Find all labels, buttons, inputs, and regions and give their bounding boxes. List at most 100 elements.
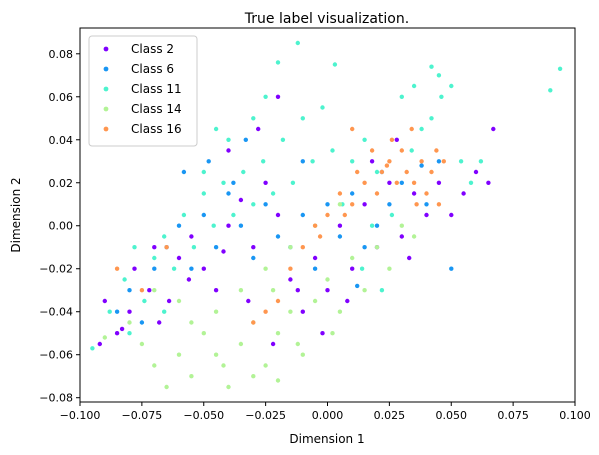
point-class-1 bbox=[231, 180, 236, 185]
point-class-2 bbox=[171, 266, 177, 271]
point-class-2 bbox=[127, 331, 132, 336]
point-class-1 bbox=[226, 191, 231, 196]
point-class-4 bbox=[389, 137, 395, 142]
point-class-0 bbox=[325, 288, 330, 293]
point-class-4 bbox=[411, 180, 417, 185]
point-class-4 bbox=[404, 169, 409, 175]
point-class-2 bbox=[122, 277, 127, 282]
point-class-2 bbox=[557, 66, 563, 72]
x-tick-label: −0.025 bbox=[245, 409, 286, 422]
x-axis-label: Dimension 1 bbox=[289, 432, 364, 446]
point-class-4 bbox=[362, 180, 367, 185]
point-class-2 bbox=[211, 223, 216, 228]
point-class-1 bbox=[152, 266, 157, 271]
y-tick-label: 0.06 bbox=[49, 91, 74, 104]
point-class-2 bbox=[191, 245, 197, 250]
point-class-3 bbox=[102, 335, 108, 340]
point-class-0 bbox=[424, 212, 429, 218]
point-class-2 bbox=[263, 94, 268, 100]
point-class-0 bbox=[147, 288, 152, 293]
point-class-0 bbox=[461, 191, 466, 196]
point-class-2 bbox=[181, 212, 187, 218]
point-class-1 bbox=[325, 202, 330, 207]
point-class-3 bbox=[226, 384, 231, 390]
point-class-4 bbox=[394, 180, 399, 185]
x-tick-label: 0.050 bbox=[436, 409, 468, 422]
point-class-4 bbox=[317, 234, 323, 239]
point-class-0 bbox=[166, 298, 172, 304]
legend: Class 2 Class 6 Class 11 Class 14 Class 16 bbox=[88, 35, 198, 147]
point-class-3 bbox=[251, 374, 256, 379]
point-class-2 bbox=[429, 116, 434, 121]
point-class-1 bbox=[399, 180, 404, 185]
point-class-4 bbox=[399, 148, 404, 153]
legend-marker bbox=[103, 106, 109, 112]
point-class-2 bbox=[300, 116, 305, 121]
point-class-1 bbox=[251, 255, 256, 261]
point-class-0 bbox=[295, 288, 300, 293]
legend-box bbox=[88, 35, 198, 147]
point-class-3 bbox=[238, 341, 244, 347]
point-class-0 bbox=[288, 277, 293, 282]
point-class-2 bbox=[409, 148, 414, 153]
x-tick-label: −0.050 bbox=[183, 409, 224, 422]
point-class-1 bbox=[114, 309, 120, 314]
point-class-0 bbox=[152, 245, 157, 250]
point-class-1 bbox=[350, 191, 355, 196]
point-class-2 bbox=[332, 62, 338, 67]
point-class-3 bbox=[152, 363, 157, 368]
point-class-1 bbox=[206, 159, 211, 164]
point-class-1 bbox=[374, 223, 380, 228]
point-class-3 bbox=[164, 384, 169, 390]
point-class-3 bbox=[176, 298, 182, 304]
point-class-1 bbox=[424, 202, 429, 207]
point-class-3 bbox=[152, 288, 157, 293]
point-class-2 bbox=[226, 137, 231, 142]
point-class-4 bbox=[384, 163, 390, 168]
point-class-3 bbox=[387, 266, 392, 271]
point-class-0 bbox=[436, 180, 442, 185]
y-axis-label: Dimension 2 bbox=[9, 177, 23, 252]
point-class-2 bbox=[429, 64, 434, 69]
point-class-0 bbox=[102, 298, 108, 304]
point-class-4 bbox=[251, 320, 256, 325]
point-class-4 bbox=[409, 126, 414, 132]
point-class-4 bbox=[355, 169, 360, 175]
point-class-2 bbox=[478, 159, 484, 164]
point-class-2 bbox=[359, 266, 365, 271]
point-class-0 bbox=[226, 148, 231, 153]
point-class-2 bbox=[320, 105, 325, 110]
point-class-1 bbox=[139, 320, 145, 325]
point-class-2 bbox=[261, 159, 266, 164]
point-class-3 bbox=[263, 363, 268, 368]
point-class-4 bbox=[424, 191, 429, 196]
point-class-2 bbox=[90, 346, 95, 351]
point-class-0 bbox=[491, 126, 496, 132]
point-class-2 bbox=[275, 60, 281, 65]
point-class-2 bbox=[468, 180, 474, 185]
point-class-4 bbox=[164, 245, 169, 250]
point-class-1 bbox=[213, 245, 219, 250]
point-class-2 bbox=[379, 288, 385, 293]
point-class-2 bbox=[310, 159, 315, 164]
point-class-0 bbox=[132, 266, 137, 271]
point-class-4 bbox=[288, 266, 293, 271]
point-class-1 bbox=[449, 266, 454, 271]
point-class-3 bbox=[362, 288, 367, 293]
point-class-2 bbox=[389, 212, 395, 218]
legend-marker bbox=[103, 126, 109, 132]
point-class-3 bbox=[325, 277, 330, 282]
point-class-3 bbox=[330, 331, 335, 336]
legend-label: Class 16 bbox=[131, 122, 182, 136]
y-tick-label: 0.00 bbox=[49, 220, 74, 233]
x-tick-label: 0.025 bbox=[374, 409, 406, 422]
point-class-3 bbox=[221, 363, 226, 368]
point-class-0 bbox=[300, 309, 305, 314]
point-class-1 bbox=[337, 234, 343, 239]
point-class-2 bbox=[436, 73, 442, 78]
point-class-4 bbox=[300, 245, 305, 250]
point-class-1 bbox=[275, 234, 281, 239]
point-class-2 bbox=[162, 309, 167, 314]
legend-label: Class 6 bbox=[131, 62, 174, 76]
point-class-2 bbox=[411, 83, 417, 89]
